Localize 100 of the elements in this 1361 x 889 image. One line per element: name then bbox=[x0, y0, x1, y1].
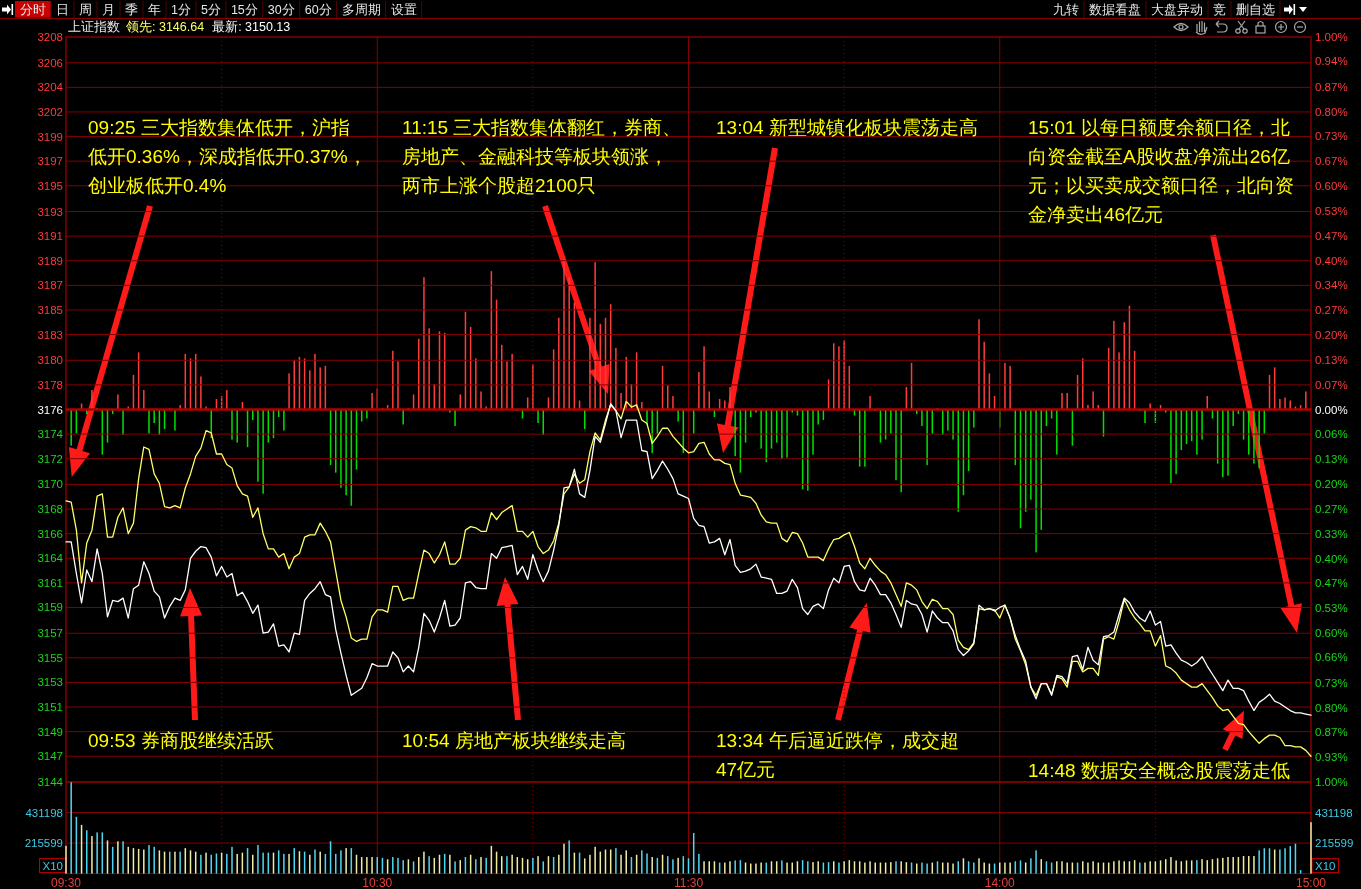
y-tick-label: 3172 bbox=[37, 452, 63, 465]
y2-tick-label: 0.13% bbox=[1315, 453, 1348, 466]
y2-tick-label: 0.53% bbox=[1315, 204, 1348, 217]
text: 60分 bbox=[304, 2, 332, 17]
y-tick-label: 3170 bbox=[37, 478, 63, 491]
y2-tick-label: 0.07% bbox=[1315, 378, 1348, 391]
y2-tick-label: 0.20% bbox=[1315, 478, 1348, 490]
text: 15分 bbox=[230, 2, 258, 17]
text: 月 bbox=[102, 2, 115, 17]
y-tick-label: 3189 bbox=[37, 254, 63, 267]
y2-tick-label: 0.87% bbox=[1315, 726, 1348, 739]
y-tick-label: 3187 bbox=[37, 279, 63, 292]
annotation: 13:04 新型城镇化板块震荡走高 bbox=[716, 117, 978, 138]
text: 多周期 bbox=[341, 2, 381, 17]
annotation: 11:15 三大指数集体翻红，券商、房地产、金融科技等板块领涨，两市上涨个股超2100只 bbox=[402, 117, 682, 196]
y2-tick-label: 0.40% bbox=[1315, 254, 1348, 267]
x-tick-label: 11:30 bbox=[673, 875, 704, 889]
y2-tick-label: 0.47% bbox=[1315, 229, 1348, 242]
y2-tick-label: 0.93% bbox=[1315, 751, 1348, 764]
y2-tick-label: 0.33% bbox=[1315, 527, 1348, 540]
y2-tick-label: 431198 bbox=[1315, 806, 1353, 819]
annotation: 15:01 以每日额度余额口径，北向资金截至A股收盘净流出26亿元；以买卖成交额口径，北向资金净卖出46亿元 bbox=[1028, 117, 1294, 225]
y2-tick-label: 0.60% bbox=[1315, 627, 1348, 639]
annotation: 10:54 房地产板块继续走高 bbox=[402, 730, 626, 751]
y2-tick-label: 0.73% bbox=[1315, 676, 1348, 689]
y-tick-label: 431198 bbox=[25, 806, 63, 819]
text: 季 bbox=[125, 2, 138, 17]
y2-tick-label: 215599 bbox=[1315, 837, 1354, 850]
y2-tick-label: 0.13% bbox=[1315, 353, 1348, 366]
y-tick-label: 3144 bbox=[37, 776, 64, 788]
annotation: 14:48 数据安全概念股震荡走低 bbox=[1028, 759, 1290, 781]
y-tick-label: 3157 bbox=[37, 627, 63, 640]
annotation: 13:34 午后逼近跌停，成交超47亿元 bbox=[716, 730, 959, 780]
y-tick-label: 3164 bbox=[37, 552, 64, 565]
text: 数据看盘 bbox=[1089, 2, 1141, 17]
text: 领先: 3146.64 bbox=[126, 20, 205, 34]
y-tick-label: 3166 bbox=[37, 527, 63, 540]
x-tick-label: 15:00 bbox=[1295, 875, 1327, 889]
y-tick-label: 3208 bbox=[37, 31, 63, 43]
y-tick-label: 3178 bbox=[37, 378, 63, 391]
y2-tick-label: 0.80% bbox=[1315, 701, 1348, 714]
y-tick-label: 215599 bbox=[24, 837, 63, 850]
y-tick-label: 3195 bbox=[37, 179, 63, 192]
y2-tick-label: 1.00% bbox=[1315, 31, 1348, 43]
text: 分时 bbox=[20, 2, 46, 17]
y2-tick-label: 0.20% bbox=[1315, 329, 1348, 341]
y2-tick-label: 0.66% bbox=[1315, 651, 1348, 664]
text: 周 bbox=[79, 2, 92, 17]
y-tick-label: 3180 bbox=[37, 354, 63, 367]
y-tick-label: 3199 bbox=[37, 130, 63, 143]
text: 最新: 3150.13 bbox=[212, 20, 291, 34]
chart-title: 上证指数 bbox=[68, 20, 120, 34]
y-tick-label: 3193 bbox=[37, 205, 63, 218]
y-tick-label: 3155 bbox=[37, 651, 63, 664]
x-tick-label: 09:30 bbox=[50, 875, 82, 889]
y2-tick-label: 0.34% bbox=[1315, 278, 1348, 291]
y2-tick-label: 0.73% bbox=[1315, 130, 1348, 143]
y2-tick-label: 0.60% bbox=[1315, 180, 1348, 192]
y-tick-label: 3202 bbox=[37, 105, 63, 118]
y2-tick-label: 0.53% bbox=[1315, 602, 1348, 615]
y-tick-label: 3206 bbox=[37, 56, 63, 69]
y-tick-label: 3159 bbox=[37, 601, 63, 614]
text: 竞 bbox=[1213, 2, 1226, 17]
text: 1分 bbox=[171, 2, 191, 17]
y-tick-label: 3176 bbox=[37, 403, 63, 416]
y2-tick-label: 0.67% bbox=[1315, 155, 1348, 168]
annotation: 09:53 券商股继续活跃 bbox=[88, 730, 274, 751]
text: 设置 bbox=[390, 2, 417, 17]
y-axis-title: X10 bbox=[42, 859, 63, 872]
annotation: 09:25 三大指数集体低开，沪指低开0.36%，深成指低开0.37%，创业板低开0.4% bbox=[88, 117, 367, 196]
y-tick-label: 3151 bbox=[37, 701, 63, 714]
y-tick-label: 3147 bbox=[37, 750, 63, 763]
y-tick-label: 3185 bbox=[37, 303, 63, 316]
x-tick-label: 14:00 bbox=[984, 875, 1016, 889]
text: 日 bbox=[56, 2, 69, 17]
y2-tick-label: 0.27% bbox=[1315, 304, 1348, 317]
x-tick-label: 10:30 bbox=[362, 875, 393, 889]
y2-tick-label: 1.00% bbox=[1315, 776, 1348, 788]
text: 年 bbox=[148, 2, 161, 17]
y2-tick-label: 0.00% bbox=[1315, 403, 1348, 416]
y2-axis-title: X10 bbox=[1315, 859, 1336, 872]
y-tick-label: 3191 bbox=[37, 230, 63, 243]
y-tick-label: 3174 bbox=[37, 428, 64, 441]
y-tick-label: 3161 bbox=[37, 576, 63, 589]
y2-tick-label: 0.80% bbox=[1315, 105, 1348, 118]
y-tick-label: 3153 bbox=[37, 676, 63, 689]
text: 5分 bbox=[200, 2, 221, 17]
y2-tick-label: 0.27% bbox=[1315, 502, 1348, 515]
y-tick-label: 3204 bbox=[37, 81, 64, 94]
y2-tick-label: 0.06% bbox=[1315, 427, 1348, 440]
y2-tick-label: 0.47% bbox=[1315, 577, 1348, 590]
y-tick-label: 3168 bbox=[37, 503, 63, 516]
y2-tick-label: 0.40% bbox=[1315, 552, 1348, 565]
y-tick-label: 3149 bbox=[37, 725, 63, 738]
y-tick-label: 3183 bbox=[37, 328, 63, 341]
y-tick-label: 3197 bbox=[37, 155, 63, 168]
text: 30分 bbox=[267, 2, 295, 17]
y2-tick-label: 0.94% bbox=[1315, 55, 1348, 68]
y2-tick-label: 0.87% bbox=[1315, 80, 1348, 93]
text: 删自选 bbox=[1236, 2, 1275, 17]
